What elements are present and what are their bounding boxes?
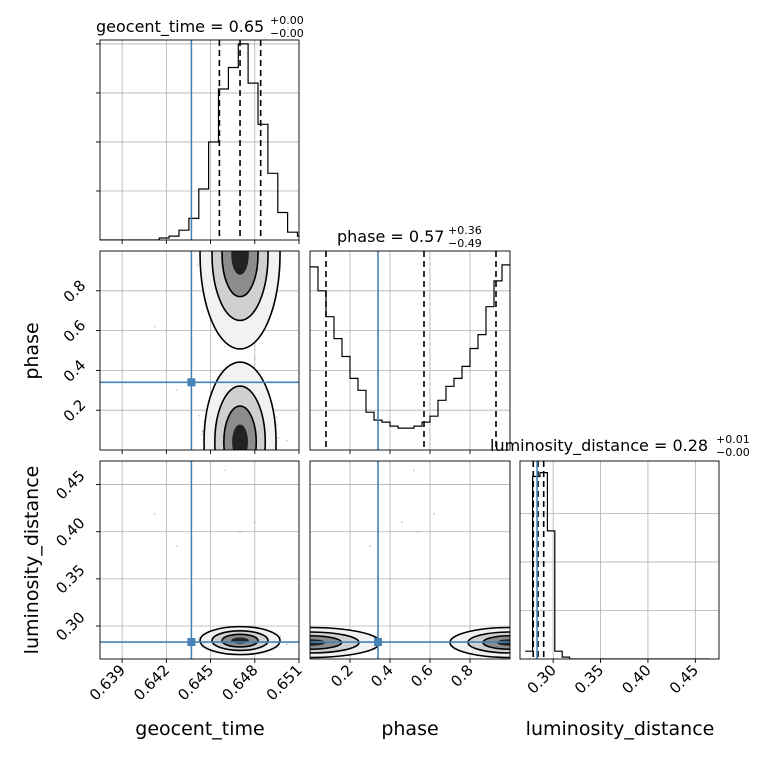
sample-point: [175, 389, 178, 392]
sample-point: [197, 636, 200, 639]
sample-point: [153, 325, 156, 328]
sample-point: [286, 439, 288, 442]
sample-cloud-0-2: [153, 469, 288, 651]
sample-point: [253, 357, 256, 360]
sample-point: [201, 430, 204, 432]
sample-point: [275, 416, 278, 419]
sample-point: [201, 430, 204, 433]
sample-point: [201, 433, 204, 436]
sample-point: [277, 437, 280, 439]
sample-point: [197, 414, 200, 417]
sample-point: [196, 264, 199, 266]
sample-point: [276, 424, 279, 427]
sample-point: [224, 345, 227, 348]
sample-point: [286, 643, 288, 646]
